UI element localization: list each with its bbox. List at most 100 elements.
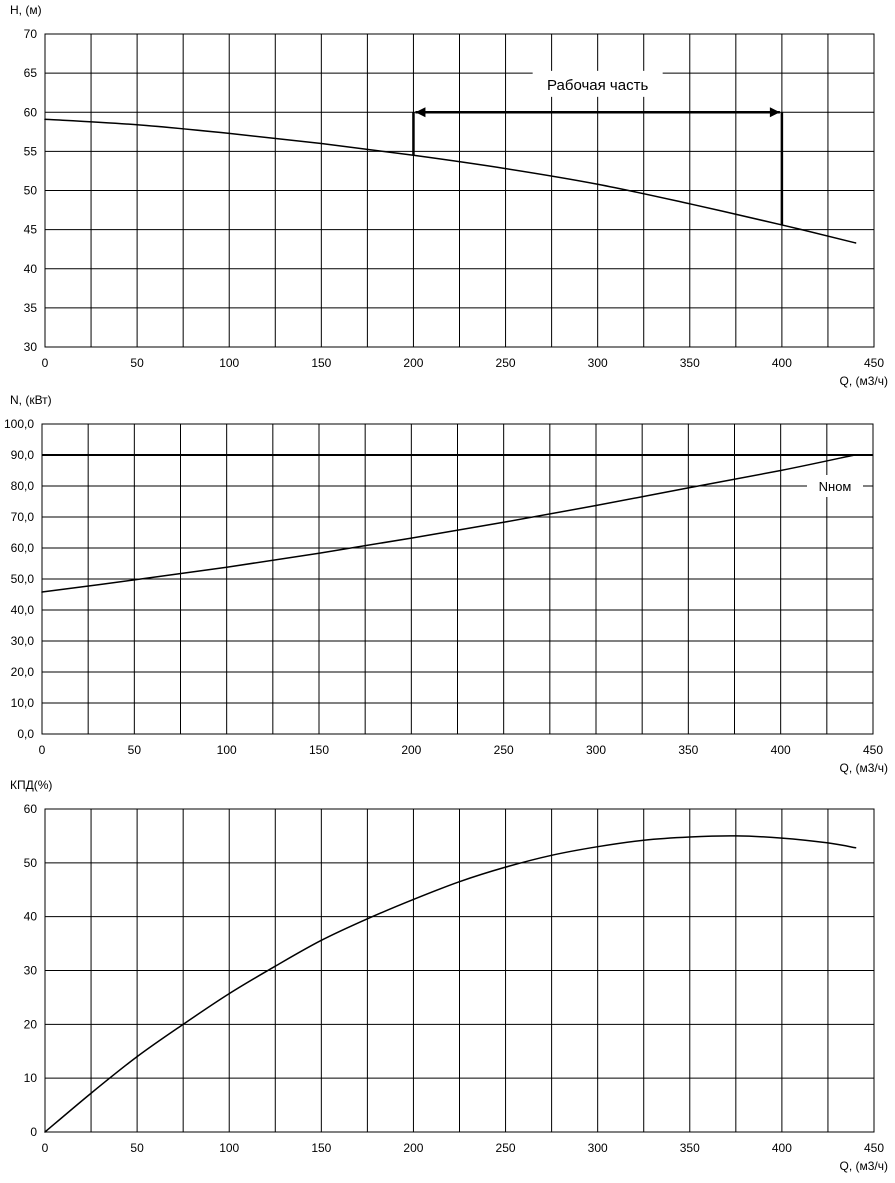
reference-label-background <box>807 475 863 497</box>
y-axis-title: КПД(%) <box>10 778 52 792</box>
x-tick-label: 350 <box>680 1141 700 1155</box>
y-tick-label: 40 <box>24 910 38 924</box>
y-tick-label: 60 <box>24 802 38 816</box>
series-line <box>44 118 856 244</box>
y-tick-label: 55 <box>24 144 38 158</box>
series-point <box>596 845 599 848</box>
series-point <box>225 566 228 569</box>
plot-frame <box>44 33 875 348</box>
plot-frame <box>44 808 875 1133</box>
x-tick-label: 100 <box>219 356 239 370</box>
chart-3: 0 10 20 30 40 50 60 0 50 100 150 200 250 300 350 400 450… <box>10 778 888 1173</box>
x-tick-label: 0 <box>39 743 46 757</box>
series-point <box>136 123 138 126</box>
x-tick-label: 150 <box>311 1141 331 1155</box>
y-tick-label: 50,0 <box>11 572 35 586</box>
x-tick-label: 300 <box>588 1141 608 1155</box>
x-tick-label: 100 <box>217 743 237 757</box>
x-tick-label: 400 <box>772 1141 792 1155</box>
plot-frame <box>41 423 874 735</box>
series-point <box>228 992 231 995</box>
x-tick-label: 350 <box>678 743 698 757</box>
y-tick-label: 10 <box>24 1071 38 1085</box>
x-axis-title: Q, (м3/ч) <box>839 1159 888 1173</box>
y-tick-label: 20 <box>24 1017 38 1031</box>
y-tick-label: 0 <box>30 1125 37 1139</box>
series-point <box>320 142 323 145</box>
series-point <box>642 839 645 842</box>
y-tick-label: 30 <box>24 964 38 978</box>
annotation-background <box>532 70 663 97</box>
series-point <box>502 521 505 524</box>
x-tick-label: 200 <box>401 743 421 757</box>
series-point <box>318 552 320 555</box>
series-point <box>854 846 857 849</box>
y-tick-label: 65 <box>24 66 38 80</box>
series-point <box>854 242 857 244</box>
x-tick-label: 50 <box>130 356 144 370</box>
series-point <box>595 504 597 507</box>
x-tick-label: 100 <box>219 1141 239 1155</box>
series-point <box>550 854 553 857</box>
y-tick-label: 35 <box>24 301 38 315</box>
chart-1: 30 35 40 45 50 55 60 65 70 0 50 100 150 200 250 300 350 4… <box>10 3 888 388</box>
series-line <box>41 454 855 593</box>
series-point <box>44 1131 46 1133</box>
x-tick-label: 300 <box>588 356 608 370</box>
series-point <box>90 1092 92 1095</box>
y-tick-label: 10,0 <box>11 696 35 710</box>
series-point <box>274 965 277 967</box>
x-tick-label: 450 <box>863 743 883 757</box>
x-tick-label: 250 <box>494 743 514 757</box>
arrowhead-left-icon <box>415 107 426 118</box>
arrowhead-right-icon <box>769 107 780 118</box>
series-point <box>735 835 737 837</box>
series-point <box>688 836 691 838</box>
y-tick-label: 40,0 <box>11 603 35 617</box>
series-point <box>687 487 690 489</box>
series-point <box>228 132 231 135</box>
y-tick-label: 70 <box>24 27 38 41</box>
x-tick-label: 150 <box>309 743 329 757</box>
y-tick-label: 60,0 <box>11 541 35 555</box>
reference-line-label: Nном <box>819 479 852 494</box>
series-line <box>44 835 856 1133</box>
y-tick-label: 0,0 <box>17 727 34 741</box>
y-tick-label: 90,0 <box>11 448 35 462</box>
x-axis-title: Q, (м3/ч) <box>839 374 888 388</box>
x-tick-label: 450 <box>864 1141 884 1155</box>
y-tick-label: 30,0 <box>11 634 35 648</box>
series-point <box>827 842 829 844</box>
y-axis-title: N, (кВт) <box>10 393 52 407</box>
x-tick-label: 200 <box>403 1141 423 1155</box>
series-point <box>182 1023 184 1026</box>
x-tick-label: 350 <box>680 356 700 370</box>
x-tick-label: 450 <box>864 356 884 370</box>
x-tick-label: 400 <box>772 356 792 370</box>
x-tick-label: 250 <box>496 356 516 370</box>
series-point <box>44 118 46 121</box>
series-point <box>458 880 461 883</box>
x-tick-label: 50 <box>128 743 142 757</box>
series-point <box>853 454 856 456</box>
y-axis-title: H, (м) <box>10 3 42 17</box>
x-axis-title: Q, (м3/ч) <box>839 761 888 775</box>
y-tick-label: 20,0 <box>11 665 35 679</box>
series-point <box>133 579 136 581</box>
series-point <box>504 866 507 868</box>
y-tick-label: 50 <box>24 184 38 198</box>
y-tick-label: 30 <box>24 340 38 354</box>
y-tick-label: 80,0 <box>11 479 35 493</box>
x-tick-label: 300 <box>586 743 606 757</box>
y-tick-label: 50 <box>24 856 38 870</box>
series-point <box>596 183 599 186</box>
y-tick-label: 100,0 <box>4 417 34 431</box>
series-point <box>366 918 369 920</box>
chart-2: 0,0 10,0 20,0 30,0 40,0 50,0 60,0 70,0 80,0 90,0 1… <box>4 393 888 775</box>
x-tick-label: 0 <box>42 356 49 370</box>
series-point <box>779 469 782 472</box>
y-tick-label: 40 <box>24 262 38 276</box>
series-point <box>504 167 507 170</box>
x-tick-label: 0 <box>42 1141 49 1155</box>
